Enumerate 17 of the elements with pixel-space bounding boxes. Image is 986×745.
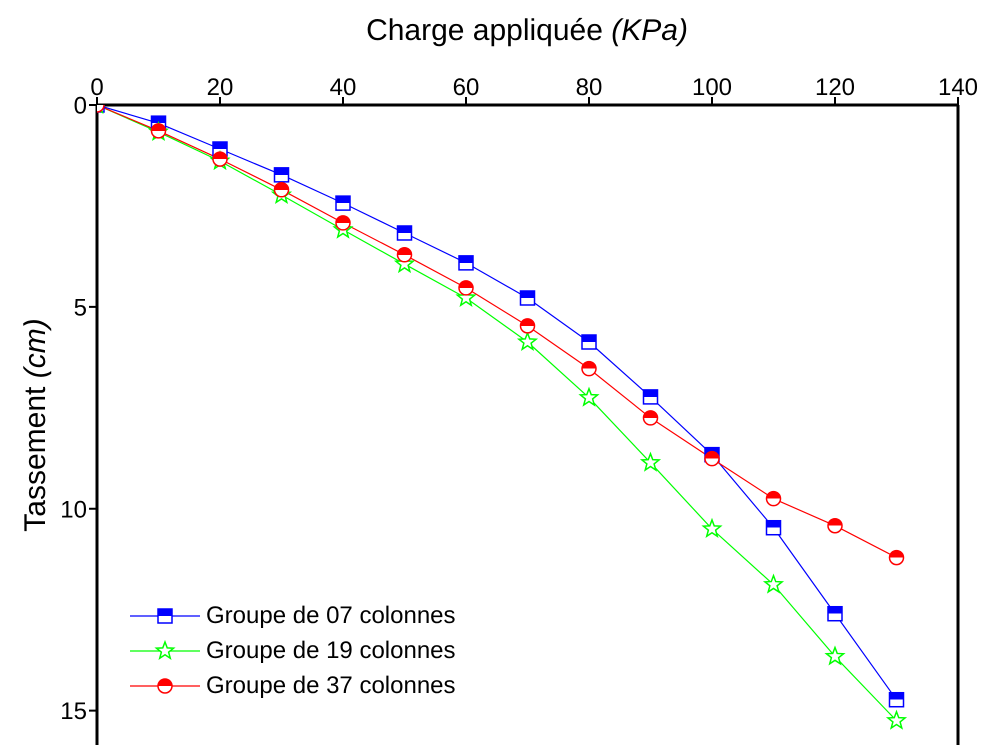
y-tick-label: 15 bbox=[60, 698, 87, 726]
y-tick-label: 0 bbox=[74, 92, 87, 120]
y-axis-title: Tassement (cm) bbox=[19, 318, 52, 532]
legend-label: Groupe de 19 colonnes bbox=[206, 636, 456, 664]
x-tick-label: 60 bbox=[452, 74, 480, 101]
x-tick-label: 80 bbox=[576, 74, 602, 101]
x-tick-label: 40 bbox=[330, 74, 356, 101]
x-tick-label: 20 bbox=[206, 74, 234, 101]
y-tick-label: 5 bbox=[74, 294, 87, 322]
legend-label: Groupe de 37 colonnes bbox=[206, 672, 456, 700]
x-tick-label: 140 bbox=[938, 74, 978, 101]
y-tick-label: 10 bbox=[60, 496, 87, 524]
x-tick-label: 120 bbox=[814, 74, 856, 101]
legend-label: Groupe de 07 colonnes bbox=[206, 602, 456, 630]
x-axis-title: Charge appliquée (KPa) bbox=[366, 14, 688, 47]
x-tick-label: 100 bbox=[692, 74, 732, 101]
x-tick-label: 0 bbox=[90, 74, 104, 101]
